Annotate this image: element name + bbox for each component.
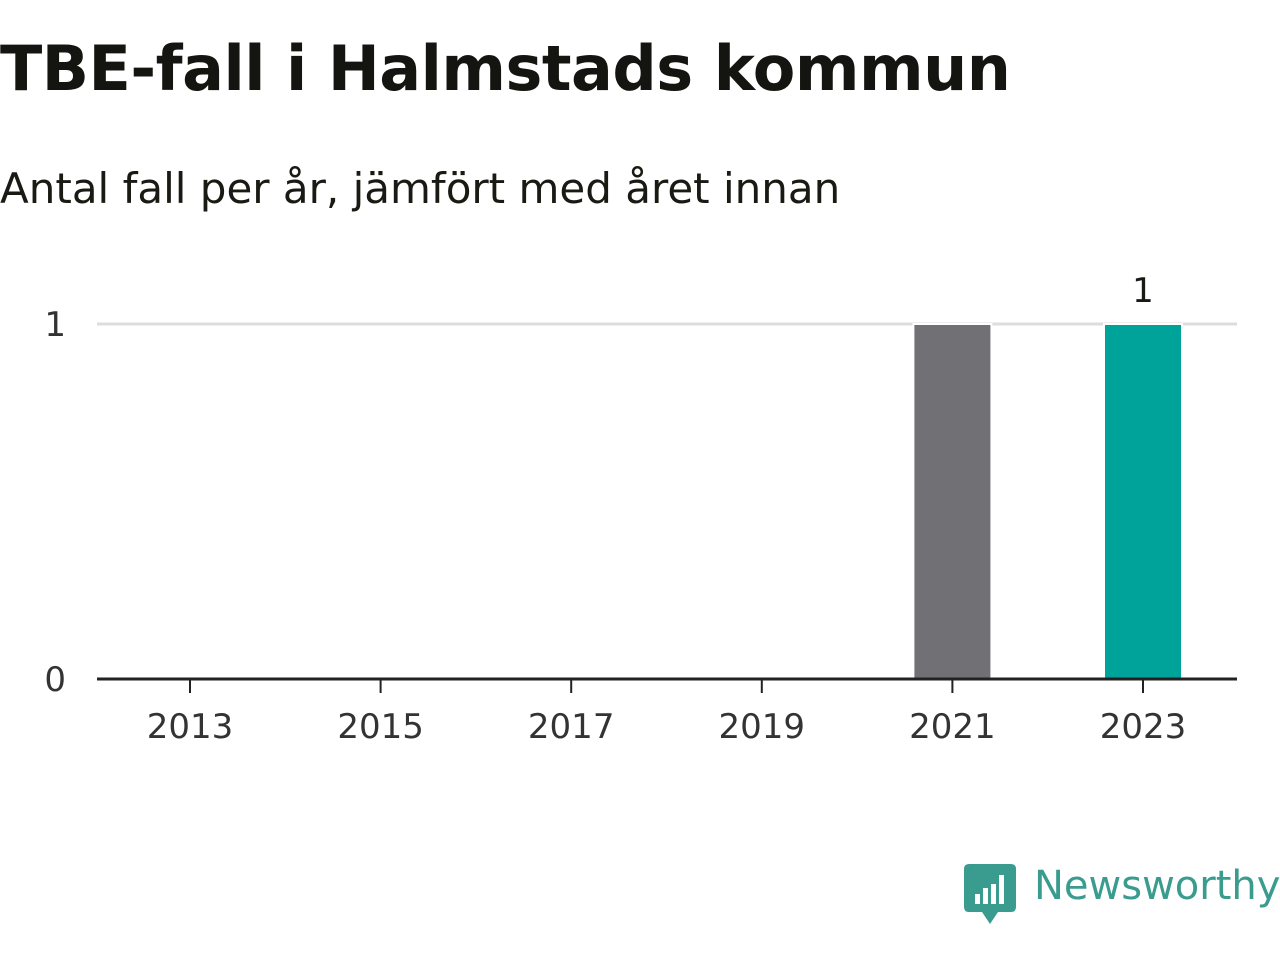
y-tick-label: 1 — [44, 305, 66, 345]
brand-footer: Newsworthy — [964, 864, 1280, 926]
y-tick-label: 0 — [44, 660, 66, 700]
labels-layer: 0 1 2013 2015 2017 2019 2021 2023 1 — [44, 271, 1186, 747]
x-tick-label: 2023 — [1100, 707, 1187, 747]
x-tick-label: 2017 — [528, 707, 615, 747]
x-tick-label: 2013 — [147, 707, 234, 747]
brand-name: Newsworthy — [1034, 863, 1280, 909]
axis-layer — [97, 677, 1237, 693]
x-tick-label: 2015 — [337, 707, 424, 747]
bar-2023 — [1103, 323, 1183, 680]
chart-title: TBE-fall i Halmstads kommun — [0, 32, 1011, 105]
chart-subtitle: Antal fall per år, jämfört med året inna… — [0, 164, 841, 213]
x-tick-label: 2021 — [909, 707, 996, 747]
bars-layer — [912, 323, 1183, 680]
data-label: 1 — [1132, 271, 1154, 311]
x-tick-label: 2019 — [719, 707, 806, 747]
newsworthy-logo-icon — [964, 864, 1016, 924]
bar-2021 — [912, 323, 993, 680]
